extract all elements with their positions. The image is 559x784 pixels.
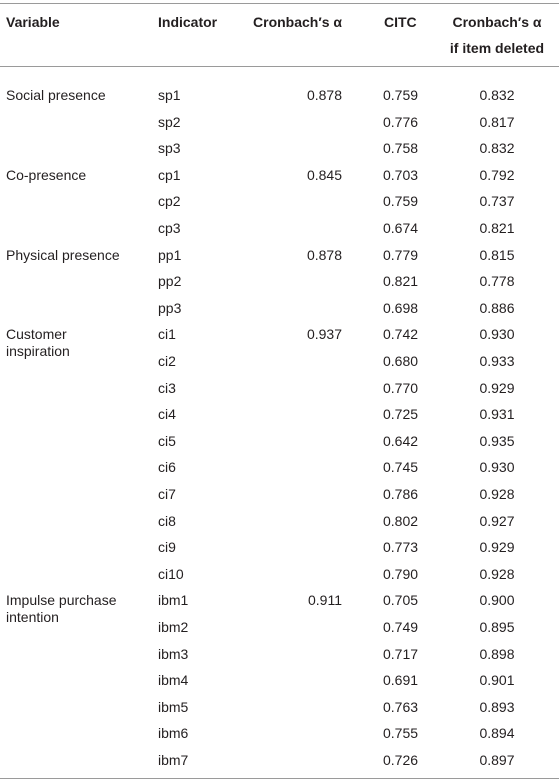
top-rule bbox=[0, 3, 559, 4]
deleted-cell: 0.933 bbox=[479, 353, 515, 369]
deleted-cell: 0.935 bbox=[479, 432, 515, 449]
deleted-cell: 0.900 bbox=[479, 592, 515, 609]
citc-cell: 0.759 bbox=[383, 193, 419, 210]
indicator-cell: ci9 bbox=[158, 539, 176, 556]
citc-cell: 0.802 bbox=[383, 512, 419, 529]
indicator-cell: ibm4 bbox=[158, 672, 189, 689]
deleted-cell: 0.894 bbox=[479, 725, 515, 742]
deleted-cell: 0.928 bbox=[479, 486, 515, 502]
citc-cell: 0.749 bbox=[383, 619, 419, 635]
deleted-cell: 0.792 bbox=[479, 166, 515, 183]
indicator-cell: ci5 bbox=[158, 432, 176, 449]
indicator-cell: ci2 bbox=[158, 353, 176, 369]
citc-cell: 0.726 bbox=[383, 752, 419, 768]
indicator-cell: pp3 bbox=[158, 299, 182, 316]
alpha-cell: 0.878 bbox=[306, 246, 342, 263]
header-rule bbox=[0, 66, 559, 67]
citc-cell: 0.742 bbox=[383, 326, 419, 343]
indicator-cell: cp2 bbox=[158, 193, 181, 210]
citc-cell: 0.790 bbox=[383, 565, 419, 582]
deleted-cell: 0.928 bbox=[479, 565, 515, 582]
indicator-cell: ibm6 bbox=[158, 725, 189, 742]
alpha-cell: 0.878 bbox=[306, 87, 342, 103]
header-cell: Indicator bbox=[158, 14, 218, 30]
indicator-cell: pp2 bbox=[158, 273, 182, 290]
indicator-cell: sp3 bbox=[158, 140, 181, 157]
citc-cell: 0.758 bbox=[383, 140, 419, 157]
indicator-cell: ci1 bbox=[158, 326, 176, 343]
citc-cell: 0.776 bbox=[383, 113, 419, 130]
deleted-cell: 0.815 bbox=[479, 246, 515, 263]
deleted-cell: 0.832 bbox=[479, 87, 515, 103]
citc-cell: 0.759 bbox=[383, 87, 419, 103]
deleted-cell: 0.930 bbox=[479, 326, 515, 343]
indicator-cell: ci4 bbox=[158, 406, 176, 423]
indicator-cell: cp1 bbox=[158, 166, 181, 183]
citc-cell: 0.821 bbox=[383, 273, 419, 290]
indicator-cell: ibm5 bbox=[158, 698, 189, 715]
variable-cell: Co-presence bbox=[6, 166, 87, 183]
alpha-cell: 0.845 bbox=[306, 166, 342, 183]
citc-cell: 0.691 bbox=[383, 672, 419, 689]
indicator-cell: sp2 bbox=[158, 113, 181, 130]
variable-cell: Impulse purchase intention bbox=[6, 592, 117, 626]
header-cell: CITC bbox=[384, 14, 417, 30]
deleted-cell: 0.737 bbox=[479, 193, 515, 210]
citc-cell: 0.698 bbox=[383, 299, 419, 316]
indicator-cell: ibm1 bbox=[158, 592, 189, 609]
deleted-cell: 0.821 bbox=[479, 220, 515, 236]
deleted-cell: 0.929 bbox=[479, 379, 515, 396]
citc-cell: 0.745 bbox=[383, 459, 419, 476]
deleted-cell: 0.897 bbox=[479, 752, 515, 768]
indicator-cell: ibm7 bbox=[158, 752, 189, 768]
deleted-cell: 0.931 bbox=[479, 406, 515, 423]
alpha-cell: 0.937 bbox=[306, 326, 342, 343]
citc-cell: 0.770 bbox=[383, 379, 419, 396]
indicator-cell: ibm3 bbox=[158, 645, 189, 662]
citc-cell: 0.779 bbox=[383, 246, 419, 263]
citc-cell: 0.705 bbox=[383, 592, 419, 609]
variable-cell: Social presence bbox=[6, 87, 106, 103]
citc-cell: 0.725 bbox=[383, 406, 419, 423]
deleted-cell: 0.901 bbox=[479, 672, 515, 689]
deleted-cell: 0.929 bbox=[479, 539, 515, 556]
header-cell: Cronbach′s α bbox=[452, 14, 542, 30]
variable-cell: Physical presence bbox=[6, 246, 120, 263]
deleted-cell: 0.778 bbox=[479, 273, 515, 290]
indicator-cell: pp1 bbox=[158, 246, 182, 263]
variable-cell: Customer inspiration bbox=[6, 326, 70, 360]
deleted-cell: 0.886 bbox=[479, 299, 515, 316]
deleted-cell: 0.832 bbox=[479, 140, 515, 157]
indicator-cell: ci7 bbox=[158, 486, 176, 502]
citc-cell: 0.703 bbox=[383, 166, 419, 183]
indicator-cell: ibm2 bbox=[158, 619, 189, 635]
citc-cell: 0.680 bbox=[383, 353, 419, 369]
citc-cell: 0.642 bbox=[383, 432, 419, 449]
indicator-cell: sp1 bbox=[158, 87, 181, 103]
alpha-cell: 0.911 bbox=[308, 592, 342, 609]
deleted-cell: 0.895 bbox=[479, 619, 515, 635]
citc-cell: 0.717 bbox=[383, 645, 419, 662]
indicator-cell: ci10 bbox=[158, 565, 184, 582]
indicator-cell: cp3 bbox=[158, 220, 181, 236]
deleted-cell: 0.893 bbox=[479, 698, 515, 715]
citc-cell: 0.755 bbox=[383, 725, 419, 742]
header-cell: if item deleted bbox=[449, 40, 545, 56]
indicator-cell: ci6 bbox=[158, 459, 176, 476]
header-cell: Cronbach′s α bbox=[253, 14, 342, 30]
indicator-cell: ci3 bbox=[158, 379, 176, 396]
deleted-cell: 0.898 bbox=[479, 645, 515, 662]
bottom-rule bbox=[0, 778, 559, 779]
deleted-cell: 0.817 bbox=[479, 113, 515, 130]
citc-cell: 0.786 bbox=[383, 486, 419, 502]
citc-cell: 0.674 bbox=[383, 220, 419, 236]
citc-cell: 0.763 bbox=[383, 698, 419, 715]
indicator-cell: ci8 bbox=[158, 512, 176, 529]
deleted-cell: 0.927 bbox=[479, 512, 515, 529]
deleted-cell: 0.930 bbox=[479, 459, 515, 476]
citc-cell: 0.773 bbox=[383, 539, 419, 556]
header-cell: Variable bbox=[6, 14, 60, 30]
